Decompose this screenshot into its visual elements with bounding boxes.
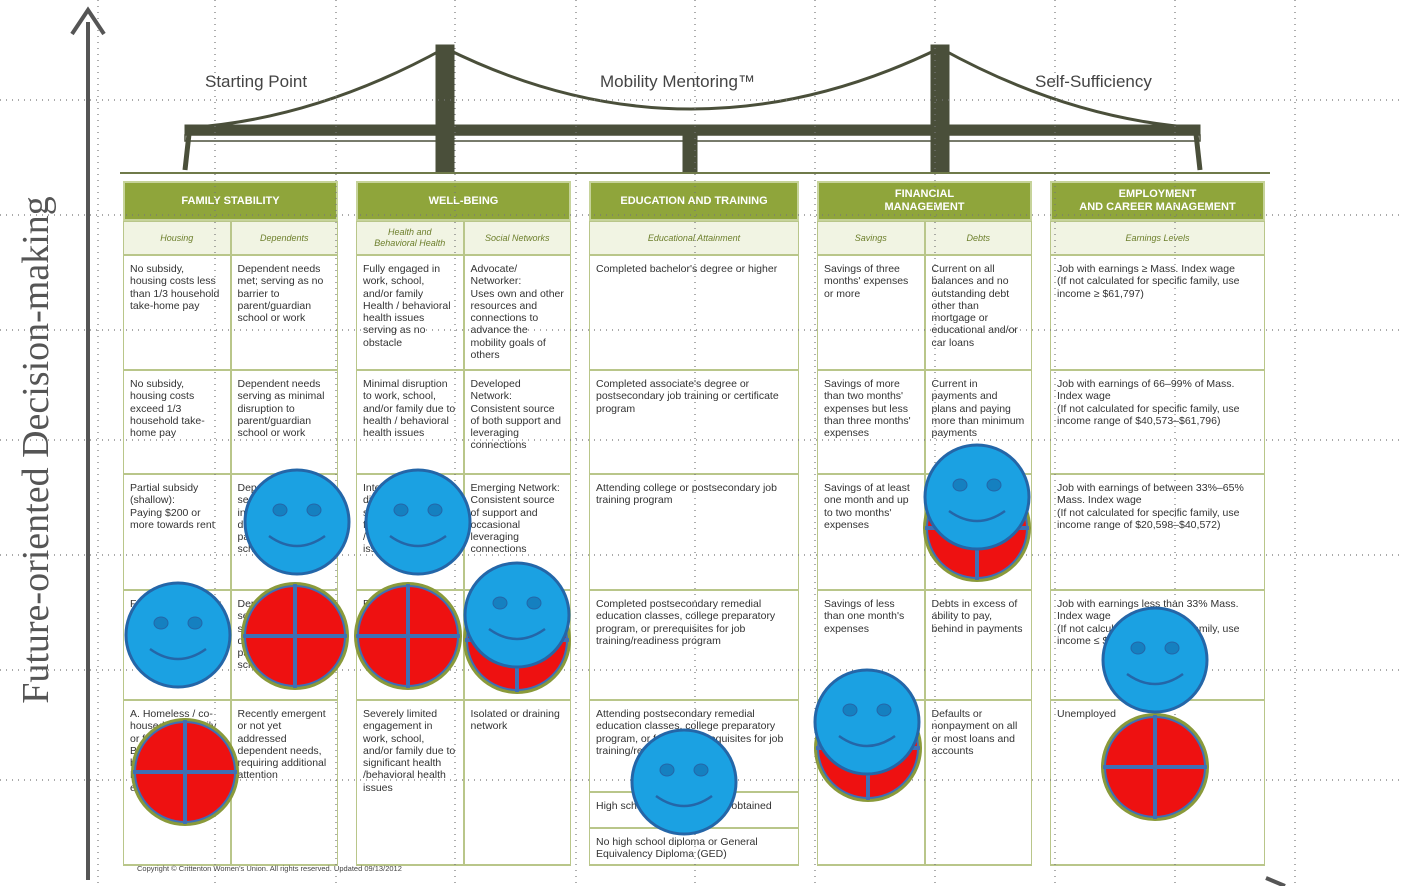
criteria-cell: No subsidy, housing costs exceed 1/3 hou…: [123, 370, 231, 474]
red-cross: [243, 584, 347, 688]
red-marker: [131, 718, 239, 826]
criteria-cell: Dependent needs met; serving as no barri…: [230, 255, 338, 370]
smiley-face: [630, 728, 738, 836]
subcolumn-header: Dependents: [230, 221, 338, 255]
axis-label: Future-oriented Decision-making: [15, 196, 57, 704]
criteria-cell: Debts in excess of ability to pay, behin…: [924, 590, 1032, 700]
smiley-eye: [693, 763, 709, 777]
subcolumn-header: Debts: [924, 221, 1032, 255]
bridge-label: Mobility Mentoring™: [600, 72, 755, 91]
smiley: [463, 561, 571, 669]
subcolumn-header: Health and Behavioral Health: [356, 221, 464, 255]
subcolumn-header: Educational Attainment: [589, 221, 799, 255]
smiley-face: [813, 668, 921, 776]
column-header: FINANCIAL MANAGEMENT: [817, 181, 1032, 221]
smiley-eye: [526, 596, 542, 610]
smiley-eye: [952, 478, 968, 492]
criteria-cell: Completed bachelor's degree or higher: [589, 255, 799, 370]
criteria-cell: Job with earnings ≥ Mass. Index wage (If…: [1050, 255, 1265, 370]
red-marker: [354, 582, 462, 690]
criteria-cell: Minimal disruption to work, school, and/…: [356, 370, 464, 474]
criteria-cell: Defaults or nonpayment on all or most lo…: [924, 700, 1032, 865]
smiley-mouth: [149, 647, 207, 661]
smiley-eye: [876, 703, 892, 717]
smiley-mouth: [389, 534, 447, 548]
smiley: [923, 443, 1031, 551]
smiley: [1101, 606, 1209, 714]
smiley-eye: [306, 503, 322, 517]
smiley-eye: [393, 503, 409, 517]
smiley-face: [243, 468, 351, 576]
smiley-face: [364, 468, 472, 576]
subcolumn-header: Housing: [123, 221, 231, 255]
column-header: FAMILY STABILITY: [123, 181, 338, 221]
smiley-eye: [842, 703, 858, 717]
column-header: EMPLOYMENT AND CAREER MANAGEMENT: [1050, 181, 1265, 221]
markers: [124, 443, 1209, 836]
criteria-cell: Dependent needs serving as minimal disru…: [230, 370, 338, 474]
smiley-eye: [427, 503, 443, 517]
smiley-eye: [1164, 641, 1180, 655]
column-header: EDUCATION AND TRAINING: [589, 181, 799, 221]
subcolumn-header: Savings: [817, 221, 925, 255]
smiley-mouth: [948, 509, 1006, 523]
red-marker: [1101, 713, 1209, 821]
criteria-cell: Savings of more than two months' expense…: [817, 370, 925, 474]
criteria-cell: Severely limited engagement in work, sch…: [356, 700, 464, 865]
smiley-face: [463, 561, 571, 669]
smiley-mouth: [655, 794, 713, 808]
smiley: [124, 581, 232, 689]
red-cross: [1103, 715, 1207, 819]
smiley-mouth: [1126, 672, 1184, 686]
criteria-cell: Isolated or draining network: [463, 700, 571, 865]
smiley: [364, 468, 472, 576]
smiley-eye: [272, 503, 288, 517]
column-header: WELL-BEING: [356, 181, 571, 221]
subcolumn-header: Social Networks: [463, 221, 571, 255]
smiley: [630, 728, 738, 836]
bridge: [120, 44, 1270, 174]
red-cross: [133, 720, 237, 824]
smiley-eye: [986, 478, 1002, 492]
smiley-eye: [153, 616, 169, 630]
criteria-cell: Job with earnings of 66–99% of Mass. Ind…: [1050, 370, 1265, 474]
criteria-cell: Job with earnings of between 33%–65% Mas…: [1050, 474, 1265, 590]
subcolumn-header: Earnings Levels: [1050, 221, 1265, 255]
criteria-cell: Fully engaged in work, school, and/or fa…: [356, 255, 464, 370]
criteria-cell: Advocate/ Networker: Uses own and other …: [463, 255, 571, 370]
copyright: Copyright © Crittenton Women's Union. Al…: [137, 864, 402, 873]
smiley-mouth: [268, 534, 326, 548]
criteria-cell: Developed Network: Consistent source of …: [463, 370, 571, 474]
smiley-face: [124, 581, 232, 689]
bridge-label: Starting Point: [205, 72, 308, 91]
criteria-cell: Attending college or postsecondary job t…: [589, 474, 799, 590]
vertical-axis: [70, 6, 1286, 886]
red-marker: [241, 582, 349, 690]
smiley-eye: [659, 763, 675, 777]
smiley-eye: [492, 596, 508, 610]
criteria-cell: Partial subsidy (shallow): Paying $200 o…: [123, 474, 231, 590]
smiley-eye: [1130, 641, 1146, 655]
smiley: [813, 668, 921, 776]
criteria-cell: Savings of at least one month and up to …: [817, 474, 925, 590]
criteria-cell: Savings of three months' expenses or mor…: [817, 255, 925, 370]
criteria-cell: No subsidy, housing costs less than 1/3 …: [123, 255, 231, 370]
bridge-label: Self-Sufficiency: [1035, 72, 1152, 91]
smiley-mouth: [488, 627, 546, 641]
criteria-cell: Recently emergent or not yet addressed d…: [230, 700, 338, 865]
criteria-cell: Completed associate's degree or postseco…: [589, 370, 799, 474]
smiley-face: [923, 443, 1031, 551]
red-cross: [356, 584, 460, 688]
smiley-mouth: [838, 734, 896, 748]
criteria-cell: Completed postsecondary remedial educati…: [589, 590, 799, 700]
smiley-eye: [187, 616, 203, 630]
criteria-cell: Emerging Network: Consistent source of s…: [463, 474, 571, 590]
smiley: [243, 468, 351, 576]
criteria-cell: Current on all balances and no outstandi…: [924, 255, 1032, 370]
smiley-face: [1101, 606, 1209, 714]
